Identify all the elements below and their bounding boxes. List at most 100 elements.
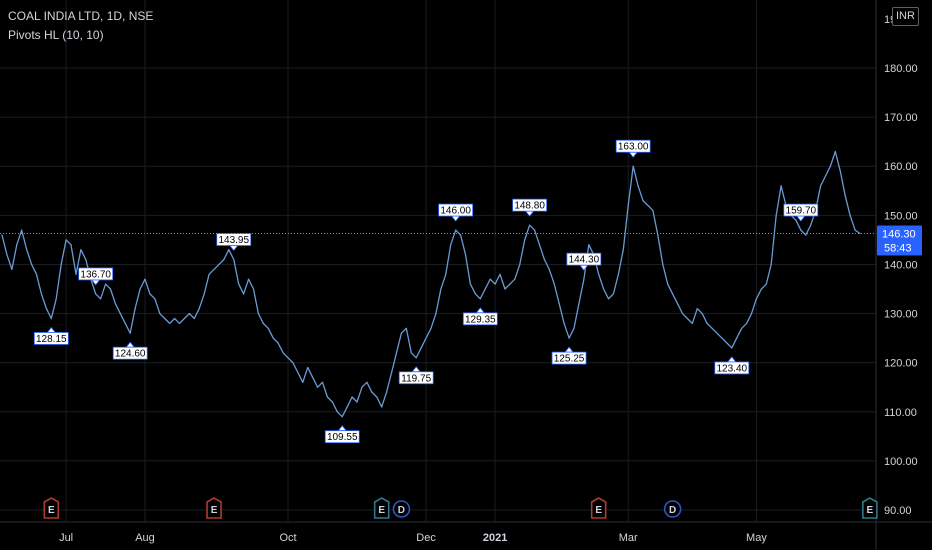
data-point — [489, 278, 491, 280]
data-point — [252, 288, 255, 290]
earnings-marker[interactable]: E — [206, 497, 222, 519]
earnings-marker[interactable]: E — [590, 497, 607, 519]
data-point — [262, 322, 264, 324]
pivot-box — [615, 139, 651, 153]
dividend-marker[interactable]: D — [663, 500, 682, 518]
data-point — [425, 337, 427, 339]
data-point — [602, 288, 605, 290]
data-point — [588, 244, 590, 246]
data-point — [745, 322, 748, 324]
pivot-value: 124.60 — [115, 349, 146, 360]
price-series[interactable] — [1, 150, 861, 418]
data-point — [144, 278, 146, 280]
y-tick-label: 90.00 — [884, 505, 912, 517]
y-tick-label: 140.00 — [884, 259, 918, 271]
y-tick-label: 180.00 — [884, 63, 918, 75]
data-point — [642, 200, 644, 202]
pivot-pointer — [450, 215, 461, 222]
data-point — [277, 342, 279, 344]
pivot-box — [566, 252, 602, 266]
data-point — [839, 170, 841, 172]
data-point — [326, 396, 329, 398]
data-point — [558, 303, 560, 305]
pivot-high-label: 136.70 — [78, 267, 114, 286]
pivot-high-label: 144.30 — [566, 252, 602, 271]
x-tick-label: 2021 — [483, 532, 507, 544]
pivot-box — [324, 430, 360, 444]
x-tick-label: May — [746, 532, 767, 544]
data-point — [243, 293, 245, 295]
data-point — [568, 337, 570, 339]
data-point — [272, 337, 274, 339]
data-point — [686, 317, 689, 320]
pivot-high-label: 163.00 — [615, 139, 651, 158]
pivot-pointer — [628, 151, 639, 158]
event-letter: E — [211, 505, 218, 516]
data-point — [755, 298, 758, 300]
pivot-value: 143.95 — [218, 235, 249, 246]
data-point — [533, 229, 536, 231]
pivot-low-label: 124.60 — [112, 341, 148, 360]
y-tick-label: 130.00 — [884, 309, 918, 321]
data-point — [21, 229, 23, 231]
earnings-marker[interactable]: E — [43, 497, 60, 519]
earnings-marker[interactable]: E — [862, 497, 878, 519]
pivot-box — [78, 267, 114, 281]
data-point — [331, 401, 333, 403]
data-point — [731, 347, 733, 349]
dividend-circle — [663, 500, 682, 518]
data-point — [26, 249, 28, 251]
data-point — [662, 263, 664, 266]
x-tick-label: Dec — [416, 532, 436, 544]
currency-badge[interactable]: INR — [892, 7, 919, 26]
data-point — [681, 312, 684, 315]
data-point — [499, 273, 501, 275]
data-point — [844, 195, 846, 197]
data-point — [233, 258, 235, 261]
pivot-value: 109.55 — [327, 432, 358, 443]
indicator-label[interactable]: Pivots HL (10, 10) — [8, 28, 104, 42]
data-point — [430, 327, 432, 329]
data-point — [741, 327, 743, 329]
pivot-value: 163.00 — [618, 142, 649, 153]
pivot-value: 136.70 — [80, 269, 111, 280]
data-point — [469, 283, 472, 285]
data-point — [297, 371, 299, 374]
data-point — [85, 258, 87, 261]
pivot-value: 129.35 — [465, 314, 496, 325]
data-point — [193, 317, 195, 320]
data-point — [504, 288, 506, 290]
data-point — [622, 249, 624, 251]
data-point — [307, 366, 309, 369]
pivot-pointer — [795, 215, 806, 222]
data-point — [819, 185, 822, 187]
data-point — [183, 317, 186, 320]
data-point — [366, 381, 368, 383]
pivot-box — [112, 346, 148, 360]
data-point — [80, 249, 82, 251]
data-point — [464, 254, 467, 256]
data-point — [238, 283, 240, 285]
data-point — [627, 204, 629, 207]
x-tick-label: Oct — [279, 532, 296, 544]
data-point — [104, 283, 107, 285]
data-point — [632, 165, 634, 167]
data-point — [824, 175, 827, 177]
data-point — [75, 273, 77, 275]
data-point — [218, 263, 220, 266]
data-point — [223, 258, 225, 261]
symbol-title[interactable]: COAL INDIA LTD, 1D, NSE — [8, 9, 154, 23]
data-point — [529, 224, 531, 226]
y-tick-label: 160.00 — [884, 161, 918, 173]
data-point — [405, 327, 407, 329]
data-point — [829, 165, 832, 167]
dividend-marker[interactable]: D — [392, 500, 411, 518]
x-tick-label: Aug — [135, 532, 155, 544]
data-point — [647, 204, 649, 207]
pivot-box — [551, 351, 587, 365]
data-point — [321, 381, 324, 383]
data-point — [386, 391, 388, 393]
earnings-marker[interactable]: E — [373, 497, 390, 519]
